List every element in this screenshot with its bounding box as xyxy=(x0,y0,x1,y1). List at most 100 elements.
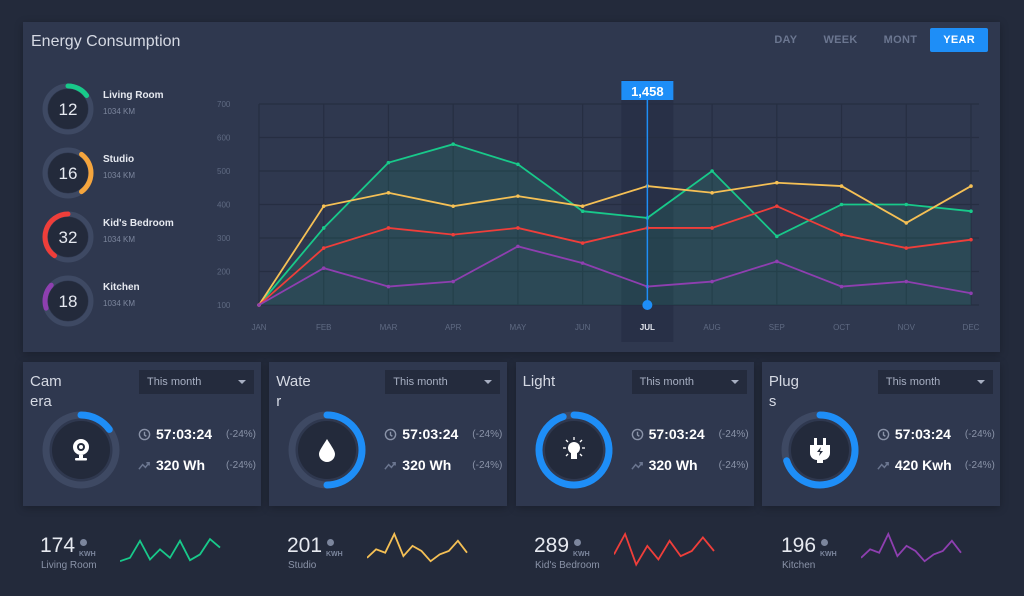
room-gauge: 16 xyxy=(42,147,94,199)
plug-icon xyxy=(809,438,830,463)
data-point xyxy=(451,204,455,208)
room-gauge: 18 xyxy=(42,275,94,327)
sparkline xyxy=(614,531,715,567)
data-point xyxy=(839,232,844,237)
room-gauge: 12 xyxy=(42,83,94,135)
room-gauge: 32 xyxy=(42,211,94,263)
data-point xyxy=(969,291,973,296)
status-dot xyxy=(574,539,581,546)
period-select[interactable]: This month xyxy=(385,370,501,394)
sparkline-path xyxy=(861,531,962,563)
line-chart: 100 200 300 400 500 600 700 JAN FEB MAR APR MAY JUN J… xyxy=(217,80,980,342)
y-tick-label: 200 xyxy=(217,268,231,277)
tab-year[interactable]: YEAR xyxy=(930,28,988,52)
x-tick-label: AUG xyxy=(703,323,720,332)
trend-up-icon xyxy=(630,461,643,470)
time-value: 57:03:24 xyxy=(648,426,705,442)
x-tick-label: FEB xyxy=(316,323,332,332)
time-change: (-24%) xyxy=(225,428,256,440)
x-tick-label: JAN xyxy=(251,323,266,332)
data-point xyxy=(321,246,326,250)
room-value: 32 xyxy=(59,228,78,247)
room-item[interactable]: 18 Kitchen 1034 KM xyxy=(41,274,140,328)
data-point xyxy=(775,180,779,185)
sparkline-path xyxy=(614,531,715,567)
room-item[interactable]: 32 Kid's Bedroom 1034 KM xyxy=(41,210,174,264)
sparkline xyxy=(367,531,468,563)
data-point xyxy=(969,237,973,242)
sparkline-path xyxy=(120,537,221,563)
summary-unit: KWH xyxy=(820,551,837,558)
room-distance: 1034 KM xyxy=(103,299,136,308)
period-select[interactable]: This month xyxy=(631,370,747,394)
data-point xyxy=(516,162,520,167)
data-point xyxy=(839,202,844,207)
data-point xyxy=(904,202,909,207)
room-name: Kitchen xyxy=(103,282,140,293)
data-point xyxy=(904,279,909,284)
data-point xyxy=(451,232,455,237)
data-point xyxy=(580,209,585,213)
summary-value: 174 xyxy=(40,534,76,557)
y-tick-label: 100 xyxy=(217,301,231,310)
room-item[interactable]: 12 Living Room 1034 KM xyxy=(41,82,164,136)
trend-up-icon xyxy=(877,461,889,470)
x-tick-label: MAY xyxy=(510,323,527,332)
period-select[interactable]: This month xyxy=(139,370,254,394)
summary-label: Kitchen xyxy=(782,560,816,571)
light-bulb-icon xyxy=(562,437,585,459)
progress-ring xyxy=(42,411,120,489)
trend-up-icon xyxy=(138,461,150,470)
summary-label: Kid's Bedroom xyxy=(535,560,600,571)
tab-day[interactable]: DAY xyxy=(774,34,798,46)
caret-down-icon xyxy=(730,380,739,384)
data-point xyxy=(904,221,909,225)
caret-down-icon xyxy=(976,380,985,384)
data-point xyxy=(321,226,326,230)
period-select[interactable]: This month xyxy=(877,370,993,394)
room-summary: 289 KWH Kid's Bedroom xyxy=(534,530,764,580)
energy-consumption-panel: Energy Consumption DAY WEEK MONT YEAR 12… xyxy=(23,22,1000,352)
highlight-tooltip xyxy=(621,81,674,100)
energy-change: (-24%) xyxy=(472,459,503,471)
data-point xyxy=(775,234,779,239)
energy-change: (-24%) xyxy=(225,459,256,471)
series-line xyxy=(258,143,972,306)
tab-month[interactable]: MONT xyxy=(883,34,918,46)
device-card: Plugs This month 57:03:24 (-24%) 420 Kwh (… xyxy=(761,362,1000,506)
data-point xyxy=(257,303,261,307)
data-point xyxy=(969,184,973,188)
time-value: 57:03:24 xyxy=(156,426,213,442)
clock-icon xyxy=(384,428,397,440)
y-tick-label: 600 xyxy=(217,134,231,143)
card-title: Plugs xyxy=(768,373,799,410)
series-line xyxy=(258,181,972,306)
y-tick-label: 300 xyxy=(217,234,231,243)
trend-up-icon xyxy=(384,461,397,470)
time-change: (-24%) xyxy=(472,428,503,440)
highlight-handle[interactable] xyxy=(642,300,653,310)
room-distance: 1034 KM xyxy=(103,107,136,116)
room-summary: 174 KWH Living Room xyxy=(40,530,270,580)
series-line xyxy=(258,245,972,306)
data-point xyxy=(580,204,585,208)
tab-week[interactable]: WEEK xyxy=(823,34,858,46)
data-point xyxy=(516,226,520,230)
device-card: Camera This month 57:03:24 (-24%) 320 Wh (… xyxy=(23,362,261,506)
highlight-value: 1,458 xyxy=(631,84,664,99)
series-line xyxy=(258,205,972,306)
x-tick-label: JUL xyxy=(640,323,655,332)
data-point xyxy=(839,284,844,289)
summary-label: Living Room xyxy=(41,560,97,571)
room-distance: 1034 KM xyxy=(103,171,136,180)
x-tick-label: NOV xyxy=(898,323,916,332)
data-point xyxy=(516,194,520,198)
device-card: Water This month 57:03:24 (-24%) 320 Wh (-… xyxy=(269,362,508,506)
summary-value: 196 xyxy=(781,534,817,557)
time-change: (-24%) xyxy=(964,428,995,440)
room-summary: 201 KWH Studio xyxy=(287,530,517,580)
room-item[interactable]: 16 Studio 1034 KM xyxy=(41,146,135,200)
webcam-icon xyxy=(73,439,89,461)
room-summary: 196 KWH Kitchen xyxy=(781,530,1011,580)
data-point xyxy=(969,209,973,213)
